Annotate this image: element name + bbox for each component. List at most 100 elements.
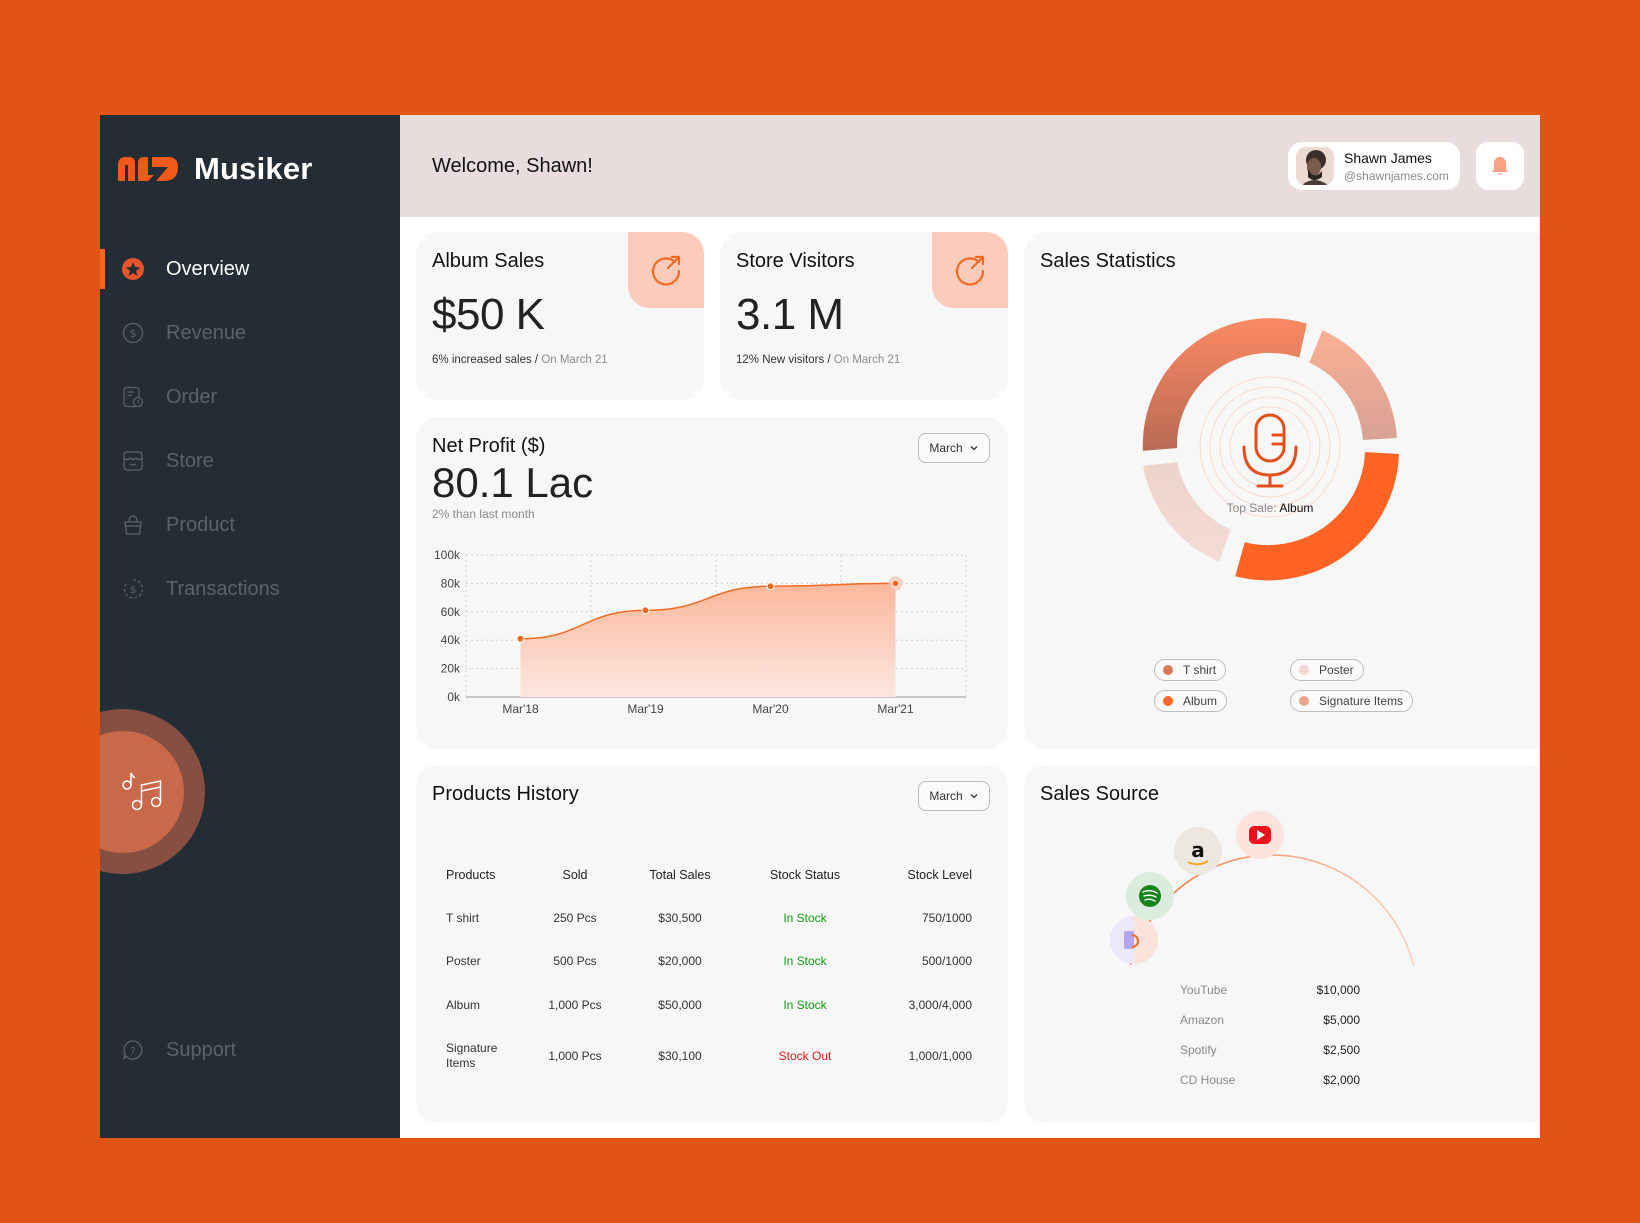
table-header: Products Sold Total Sales Stock Status S…: [446, 868, 972, 882]
net-profit-value: 80.1 Lac: [432, 459, 594, 506]
logo[interactable]: Musiker: [116, 151, 313, 187]
arrow-up-right-circle-icon: [955, 255, 985, 286]
month-dropdown[interactable]: March: [918, 433, 990, 463]
sidebar-item-label: Order: [166, 385, 218, 408]
sidebar-item-support[interactable]: ? Support: [120, 1030, 236, 1070]
music-notes-icon: [121, 772, 161, 810]
support-label: Support: [166, 1038, 237, 1061]
stock-status: In Stock: [783, 954, 827, 968]
star-badge-icon: [120, 256, 146, 282]
order-clock-icon: [120, 384, 146, 410]
musiker-logo-icon: [118, 157, 178, 181]
table-row[interactable]: T shirt 250 Pcs $30,500 In Stock 750/100…: [446, 910, 972, 925]
sales-donut-chart: [1140, 316, 1402, 583]
album-sales-card: Album Sales $50 K 6% increased sales / O…: [416, 232, 704, 400]
products-history-card: Products History March Products Sold Tot…: [416, 765, 1008, 1123]
youtube-icon[interactable]: [1236, 811, 1284, 859]
legend-poster[interactable]: Poster: [1290, 659, 1364, 681]
card-title: Net Profit ($): [432, 435, 546, 457]
arrow-up-right-circle-icon: [651, 255, 681, 286]
sidebar-item-store[interactable]: Store: [100, 441, 400, 481]
products-table: Products Sold Total Sales Stock Status S…: [432, 855, 972, 1085]
music-player-button[interactable]: [100, 709, 205, 874]
sidebar-item-label: Product: [166, 513, 235, 536]
store-visitors-value: 3.1 M: [736, 290, 844, 339]
net-profit-card: Net Profit ($) 80.1 Lac 2% than last mon…: [416, 417, 1008, 749]
chevron-down-icon: [970, 446, 978, 451]
card-title: Sales Statistics: [1040, 250, 1176, 272]
user-profile-card[interactable]: Shawn James @shawnjames.com: [1288, 142, 1460, 190]
svg-text:Mar'18: Mar'18: [502, 702, 539, 716]
net-profit-change: 2% than last month: [432, 507, 535, 521]
y-axis-ticks: 0k 20k 40k 60k 80k 100k: [434, 548, 461, 704]
svg-text:100k: 100k: [434, 548, 461, 562]
sidebar-item-transactions[interactable]: $ Transactions: [100, 569, 400, 609]
sales-source-card: Sales Source: [1024, 765, 1540, 1123]
sidebar-item-label: Store: [166, 449, 214, 472]
card-title: Store Visitors: [736, 250, 855, 272]
notifications-button[interactable]: [1476, 142, 1524, 190]
microphone-icon: [1242, 413, 1298, 488]
legend-signature-items[interactable]: Signature Items: [1290, 690, 1414, 712]
chart-line: [520, 582, 896, 640]
list-item: YouTube $10,000: [1180, 983, 1360, 997]
table-row[interactable]: Album 1,000 Pcs $50,000 In Stock 3,000/4…: [446, 997, 972, 1012]
cd-house-icon[interactable]: [1110, 916, 1158, 964]
shopping-bag-icon: [120, 512, 146, 538]
svg-text:20k: 20k: [441, 662, 461, 676]
store-visitors-open-button[interactable]: [932, 232, 1008, 308]
sidebar-item-label: Transactions: [166, 577, 280, 600]
month-dropdown[interactable]: March: [918, 781, 990, 811]
chart-points[interactable]: [516, 576, 903, 643]
donut-segment-tshirt[interactable]: [1140, 316, 1309, 453]
list-item: Spotify $2,500: [1180, 1043, 1360, 1057]
x-axis-ticks: Mar'18 Mar'19 Mar'20 Mar'21: [502, 702, 914, 716]
sidebar-item-product[interactable]: Product: [100, 505, 400, 545]
stock-status: In Stock: [783, 997, 827, 1012]
album-sales-open-button[interactable]: [628, 232, 704, 308]
svg-text:Mar'21: Mar'21: [877, 702, 914, 716]
svg-text:60k: 60k: [441, 605, 461, 619]
table-row[interactable]: Signature Items 1,000 Pcs $30,100 Stock …: [446, 1041, 972, 1070]
top-bar: Welcome, Shawn! Shawn James: [400, 115, 1540, 217]
table-row[interactable]: Poster 500 Pcs $20,000 In Stock 500/1000: [446, 954, 972, 968]
svg-text:?: ?: [130, 1046, 135, 1057]
amazon-icon[interactable]: a: [1174, 827, 1222, 875]
user-email: @shawnjames.com: [1344, 168, 1449, 183]
sidebar-item-order[interactable]: Order: [100, 377, 400, 417]
sidebar-item-revenue[interactable]: $ Revenue: [100, 313, 400, 353]
spotify-icon[interactable]: [1126, 872, 1174, 920]
svg-text:$: $: [130, 327, 137, 340]
donut-segment-album[interactable]: [1232, 449, 1402, 583]
donut-segment-signature[interactable]: [1306, 327, 1400, 443]
album-sales-value: $50 K: [432, 290, 545, 339]
sales-statistics-card: Sales Statistics: [1024, 232, 1540, 749]
help-chat-icon: ?: [120, 1037, 146, 1063]
sidebar-item-overview[interactable]: Overview: [100, 249, 400, 289]
svg-text:80k: 80k: [441, 576, 461, 590]
sales-source-list: YouTube $10,000 Amazon $5,000 Spotify $2,50…: [1180, 975, 1360, 1095]
sales-source-arc: a: [1110, 811, 1415, 965]
legend-tshirt[interactable]: T shirt: [1154, 659, 1227, 681]
top-sale-label: Top Sale: Album: [1226, 501, 1314, 515]
app-name: Musiker: [194, 151, 313, 186]
donut-segment-poster[interactable]: [1140, 459, 1234, 565]
card-title: Sales Source: [1040, 783, 1159, 805]
chart-area: [520, 583, 896, 697]
stock-status: In Stock: [783, 910, 827, 925]
chevron-down-icon: [970, 794, 978, 799]
svg-text:Mar'19: Mar'19: [627, 702, 664, 716]
user-name: Shawn James: [1344, 149, 1432, 166]
sidebar-nav: Overview $ Revenue Order Store: [100, 249, 400, 633]
sidebar: Musiker Overview $ Revenue Order: [100, 115, 400, 1138]
dollar-refresh-icon: $: [120, 576, 146, 602]
svg-text:Mar'20: Mar'20: [752, 702, 789, 716]
avatar: [1296, 147, 1334, 185]
list-item: CD House $2,000: [1180, 1073, 1360, 1087]
svg-text:0k: 0k: [447, 690, 461, 704]
legend-album[interactable]: Album: [1154, 690, 1228, 712]
list-item: Amazon $5,000: [1180, 1013, 1360, 1027]
svg-text:40k: 40k: [441, 633, 461, 647]
album-sales-note: 6% increased sales / On March 21: [432, 354, 608, 366]
